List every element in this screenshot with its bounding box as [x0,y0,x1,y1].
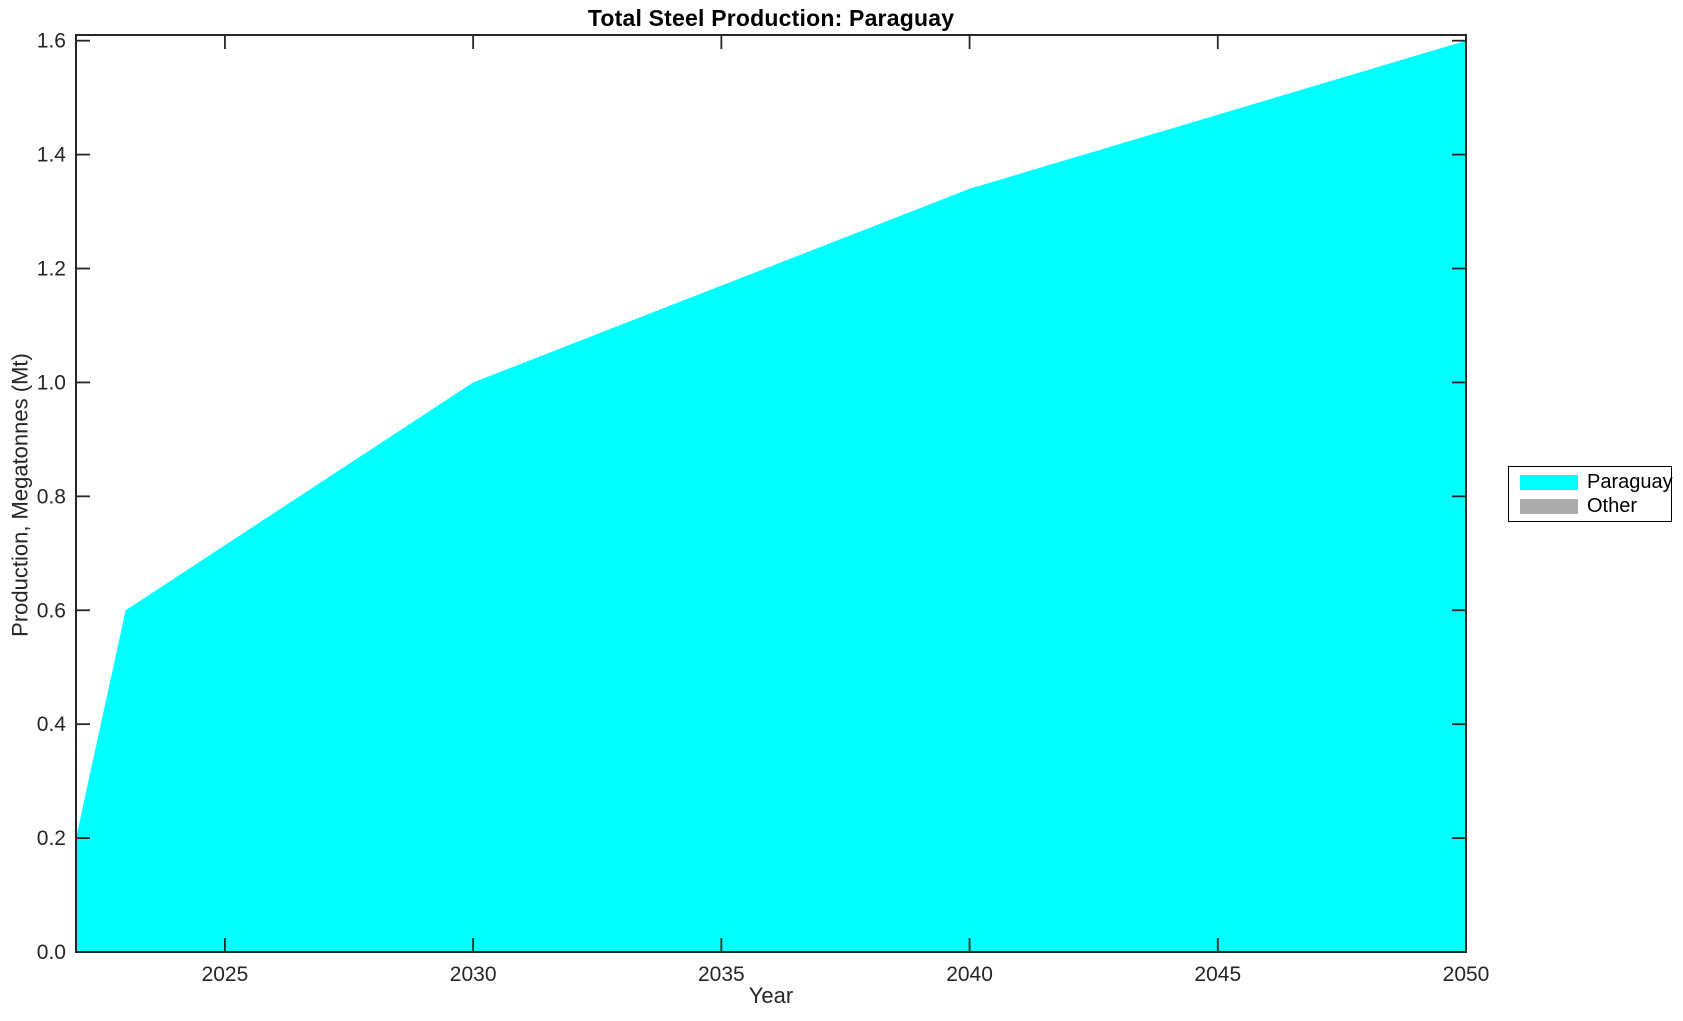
legend-item: Other [1520,494,1671,517]
y-tick-label: 1.6 [37,30,66,53]
y-tick-label: 0.6 [37,599,66,622]
y-tick-label: 1.2 [37,258,66,281]
legend-label: Other [1587,494,1638,517]
legend-item: Paraguay [1520,470,1673,493]
x-tick-label: 2040 [946,963,993,986]
y-tick-label: 1.0 [37,371,66,394]
y-tick-label: 0.4 [37,713,67,736]
x-axis-label: Year [748,983,794,1008]
legend-label: Paraguay [1587,470,1673,493]
x-tick-label: 2050 [1443,963,1490,986]
legend: Paraguay Other [1508,466,1673,522]
y-tick-label: 0.2 [37,827,66,850]
area-series-paraguay [76,40,1466,952]
y-tick-label: 0.0 [37,941,66,964]
legend-swatch-other [1520,498,1578,514]
y-tick-label: 1.4 [37,144,67,167]
x-tick-label: 2025 [202,963,249,986]
legend-swatch-paraguay [1520,474,1578,490]
x-tick-label: 2045 [1194,963,1241,986]
y-tick-label: 0.8 [37,485,66,508]
y-axis-label: Production, Megatonnes (Mt) [7,353,33,637]
x-tick-label: 2035 [698,963,745,986]
x-tick-label: 2030 [450,963,497,986]
chart-title: Total Steel Production: Paraguay [587,5,955,31]
plot-border [75,34,1467,953]
